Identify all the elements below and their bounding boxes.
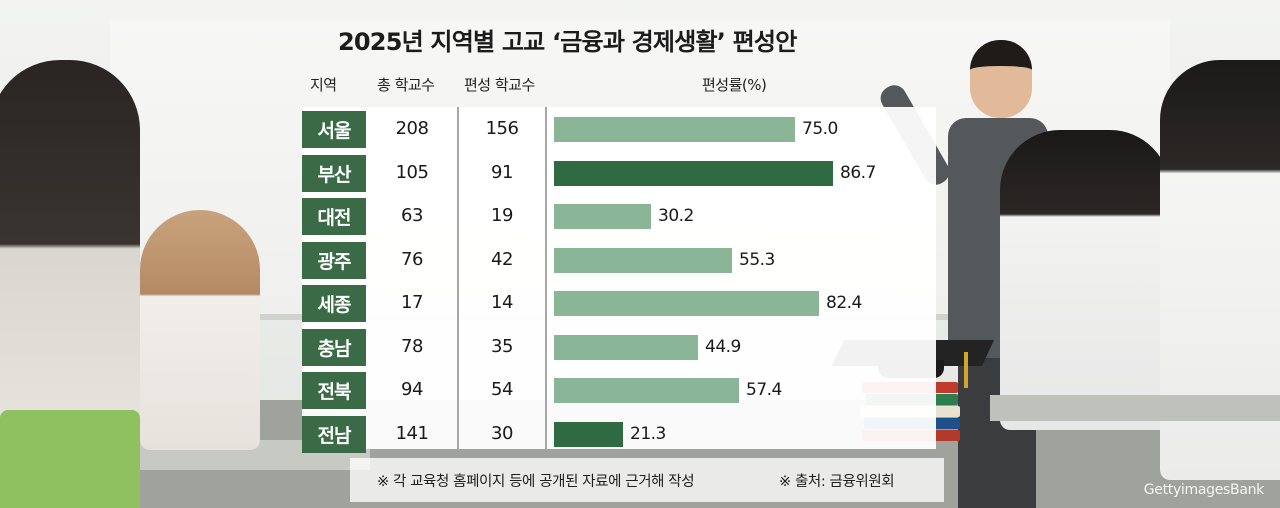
total-schools-cell: 141: [395, 422, 429, 444]
rate-bar: [554, 117, 795, 142]
region-cell: 부산: [302, 154, 366, 192]
total-schools-cell: 78: [401, 335, 423, 357]
column-header-rate: 편성률(%): [702, 76, 767, 94]
total-schools-cell: 17: [401, 292, 423, 313]
assigned-schools-cell: 156: [485, 118, 519, 139]
watermark: GettyimagesBank: [1143, 482, 1265, 498]
assigned-schools-cell: 19: [491, 205, 513, 226]
student-left-back: [140, 210, 260, 450]
region-cell: 세종: [302, 285, 366, 322]
source-note: ※ 출처: 금융위원회: [779, 474, 895, 490]
region-cell: 전남: [302, 415, 366, 453]
assigned-schools-cell: 54: [491, 379, 513, 400]
rate-bar: [554, 160, 833, 186]
footnote: ※ 각 교육청 홈페이지 등에 공개된 자료에 근거해 작성: [377, 474, 695, 490]
total-schools-cell: 94: [401, 379, 423, 400]
teacher-head: [970, 40, 1032, 118]
rate-bar: [554, 204, 651, 229]
student-right-middle: [1000, 130, 1170, 430]
total-schools-cell: 63: [401, 205, 423, 226]
rate-bar: [554, 378, 739, 403]
rate-label: 86.7: [840, 162, 876, 183]
rate-label: 82.4: [826, 293, 862, 313]
desk-right: [990, 395, 1280, 421]
green-chair: [0, 410, 140, 508]
rate-bar: [554, 247, 732, 273]
column-header-region: 지역: [310, 76, 337, 94]
assigned-schools-cell: 91: [491, 161, 513, 183]
rate-label: 44.9: [705, 336, 741, 357]
footnote-background: [350, 458, 944, 502]
rate-label: 30.2: [658, 206, 694, 226]
rate-bar: [554, 334, 698, 360]
assigned-schools-cell: 42: [491, 248, 513, 270]
column-divider: [457, 107, 459, 449]
rate-bar: [554, 421, 623, 447]
column-divider: [545, 107, 547, 449]
rate-label: 75.0: [802, 119, 838, 139]
total-schools-cell: 76: [401, 248, 423, 270]
assigned-schools-cell: 30: [491, 422, 513, 444]
total-schools-cell: 208: [395, 118, 429, 139]
assigned-schools-cell: 14: [491, 292, 513, 313]
region-cell: 충남: [302, 328, 366, 366]
region-cell: 광주: [302, 241, 366, 279]
column-header-total-schools: 총 학교수: [377, 76, 435, 94]
rate-label: 55.3: [739, 249, 775, 270]
column-header-assigned-schools: 편성 학교수: [464, 76, 535, 94]
total-schools-cell: 105: [395, 161, 429, 183]
region-cell: 서울: [302, 111, 366, 148]
rate-bar: [554, 291, 819, 316]
rate-label: 21.3: [630, 423, 666, 444]
rate-label: 57.4: [746, 380, 782, 400]
region-cell: 대전: [302, 198, 366, 235]
region-cell: 전북: [302, 372, 366, 409]
chart-title: 2025년 지역별 고교 ‘금융과 경제생활’ 편성안: [338, 28, 797, 56]
assigned-schools-cell: 35: [491, 335, 513, 357]
